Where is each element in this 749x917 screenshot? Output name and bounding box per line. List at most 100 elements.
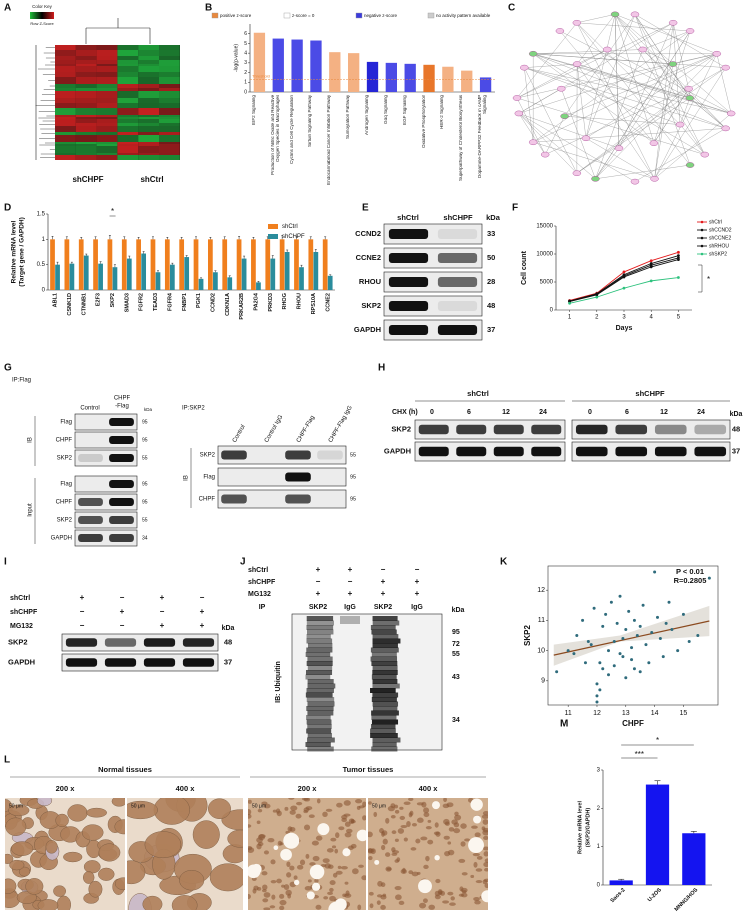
network-edge xyxy=(576,22,691,32)
blot-band xyxy=(109,418,134,426)
ubiquitin-smear xyxy=(307,665,333,671)
kda-label: 55 xyxy=(350,452,356,458)
tissue-cell xyxy=(443,835,450,840)
blot-band xyxy=(388,253,429,263)
heatmap-cell xyxy=(138,50,159,56)
network-edge xyxy=(576,22,655,179)
network-edge xyxy=(516,53,717,99)
y-tick-label: 6 xyxy=(244,31,247,37)
network-edge xyxy=(654,113,732,179)
tissue-cell xyxy=(376,900,381,905)
blot-band xyxy=(78,534,103,542)
bar xyxy=(385,62,397,92)
heatmap-cell xyxy=(75,135,97,142)
sign: + xyxy=(381,577,386,586)
network-edge xyxy=(614,14,726,129)
tissue-cell xyxy=(262,884,268,891)
tissue-cell xyxy=(482,879,488,885)
heatmap-cell xyxy=(138,146,159,153)
blot-band xyxy=(340,616,360,624)
blot-band xyxy=(109,534,134,542)
tissue-cell xyxy=(368,855,373,861)
y-tick-label: 0 xyxy=(244,89,247,95)
tissue-cell xyxy=(450,896,455,901)
heatmap-cell xyxy=(55,123,76,126)
tissue-cell xyxy=(322,811,328,817)
sign: + xyxy=(381,589,386,598)
network-edge xyxy=(634,128,726,182)
x-tick-label: SMAD3 xyxy=(124,293,130,312)
tissue-cell xyxy=(411,823,417,827)
magnification-label: 400 x xyxy=(419,784,439,793)
sign: + xyxy=(348,589,353,598)
y-axis-label: (Target gene / GAPDH) xyxy=(19,217,26,287)
point xyxy=(641,603,645,607)
blot-band xyxy=(437,301,478,311)
tissue-cell xyxy=(296,801,303,806)
sign: + xyxy=(415,577,420,586)
x-tick-label: PRKAR2B xyxy=(239,293,245,320)
sign: + xyxy=(200,621,205,630)
heatmap-cell xyxy=(75,91,97,98)
tissue-cell xyxy=(311,840,319,846)
tissue-cell xyxy=(442,900,449,904)
network-edge xyxy=(634,14,691,166)
heatmap-cell xyxy=(96,142,118,144)
tissue-cell xyxy=(279,893,285,899)
network-edge xyxy=(607,49,732,114)
heatmap-cell xyxy=(96,72,118,77)
heatmap-cell xyxy=(138,119,159,123)
tissue-cell xyxy=(482,811,488,816)
tissue-cell xyxy=(305,806,313,811)
input-label: Input xyxy=(28,503,34,517)
row-label: SKP2 xyxy=(57,518,73,524)
tissue-cell xyxy=(435,878,441,884)
blot-band xyxy=(65,638,98,647)
network-edge xyxy=(618,22,674,149)
x-tick-label: ABL1 xyxy=(53,293,59,307)
heatmap-cell xyxy=(75,155,97,160)
heatmap-cell xyxy=(159,84,180,88)
sign: + xyxy=(200,607,205,616)
tissue-cell xyxy=(423,864,429,870)
tissue-cell xyxy=(394,885,402,891)
heatmap-cell xyxy=(159,45,180,50)
network-edge xyxy=(545,88,689,155)
network-node xyxy=(685,28,695,34)
bar xyxy=(98,263,103,290)
tissue-cell xyxy=(483,835,488,840)
tissue-cell xyxy=(337,865,342,870)
blot-band xyxy=(109,498,134,506)
tissue-cell xyxy=(442,803,450,809)
tissue-cell xyxy=(114,819,125,835)
heatmap-cell xyxy=(96,45,118,50)
kda-label: 48 xyxy=(224,637,232,646)
tissue-cell xyxy=(256,837,263,843)
tissue-cell xyxy=(472,852,480,857)
tissue-cell xyxy=(257,808,263,813)
network-edge xyxy=(614,14,717,54)
legend-marker xyxy=(700,220,704,224)
row-label: GAPDH xyxy=(8,657,35,666)
network-edge xyxy=(577,63,732,114)
row-label: SKP2 xyxy=(391,424,411,433)
tissue-cell xyxy=(335,832,340,839)
y-tick-label: 1 xyxy=(244,80,247,86)
point xyxy=(595,293,599,297)
lane-label: IgG xyxy=(411,604,423,611)
blot-band xyxy=(388,229,429,239)
heatmap-cell xyxy=(55,88,76,91)
heatmap-cell xyxy=(138,91,159,98)
magnification-label: 200 x xyxy=(56,784,76,793)
tissue-cell xyxy=(397,828,405,834)
heatmap-cell xyxy=(96,132,118,135)
blot-band xyxy=(615,424,648,435)
bar xyxy=(366,61,379,92)
blot-band xyxy=(654,446,687,457)
network-node xyxy=(675,121,685,128)
heatmap-cell xyxy=(159,66,180,72)
x-tick-label: RHOU xyxy=(297,293,303,309)
bar xyxy=(461,70,473,92)
heatmap-cell xyxy=(117,155,139,160)
point xyxy=(612,640,616,644)
